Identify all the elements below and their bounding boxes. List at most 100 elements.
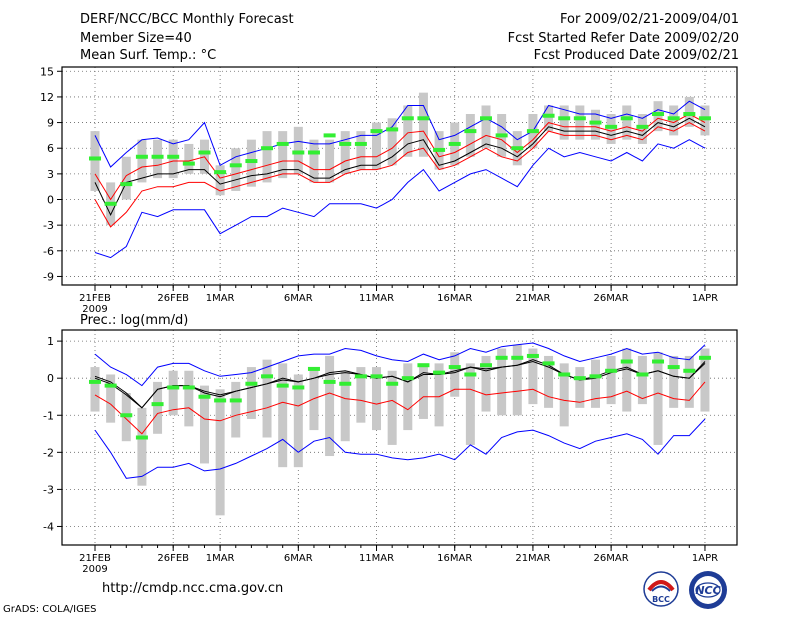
prec-spread-box <box>450 352 460 397</box>
prec-spread-box <box>184 370 194 427</box>
prec-spread-box <box>372 367 382 431</box>
prec-spread-box <box>106 374 116 423</box>
prec-spread-box <box>528 348 538 405</box>
prec-mean-marker <box>636 372 649 377</box>
prec-ytick-label: 0 <box>47 372 54 385</box>
temp-spread-box <box>606 114 616 144</box>
temp-spread-box <box>215 165 225 196</box>
temp-mean-marker <box>323 133 336 138</box>
temp-mean-marker <box>417 116 430 121</box>
prec-mean-marker <box>683 368 696 373</box>
prec-spread-box <box>418 363 428 419</box>
prec-spread-box <box>544 355 554 408</box>
temp-xtick-label: 1APR <box>692 293 718 304</box>
temp-mean-marker <box>511 146 524 151</box>
temp-mean-marker <box>401 116 414 121</box>
temp-mean-marker <box>167 154 180 159</box>
temp-spread-box <box>137 139 147 183</box>
temp-mean-marker <box>683 112 696 117</box>
temp-xtick-label: 26FEB <box>157 293 189 304</box>
temp-mean-marker <box>589 120 602 125</box>
prec-mean-marker <box>198 394 211 399</box>
temp-mean-marker <box>151 154 164 159</box>
temp-spread-box <box>262 131 272 183</box>
prec-mean-marker <box>448 365 461 370</box>
temp-mean-marker <box>354 141 367 146</box>
prec-spread-box <box>481 355 491 412</box>
temp-line-upper <box>94 113 706 201</box>
temp-xtick-label: 6MAR <box>284 293 313 304</box>
temp-mean-marker <box>526 129 539 134</box>
temp-xtick-label: 11MAR <box>359 293 394 304</box>
prec-spread-box <box>231 381 241 438</box>
temp-spread-box <box>684 96 694 127</box>
prec-spread-box <box>168 370 178 416</box>
prec-spread-box <box>653 352 663 445</box>
temp-spread-box <box>153 139 163 179</box>
temp-ytick-label: 9 <box>47 117 54 130</box>
prec-mean-marker <box>652 359 665 364</box>
temp-spread-box <box>168 139 178 179</box>
prec-spread-box <box>90 367 100 412</box>
prec-spread-box <box>293 374 303 468</box>
temp-spread-box <box>387 118 397 166</box>
temp-line-lower <box>94 122 706 228</box>
prec-ytick-label: -2 <box>43 446 54 459</box>
prec-mean-marker <box>573 376 586 381</box>
temp-mean-marker <box>370 129 383 134</box>
prec-mean-marker <box>386 381 399 386</box>
temp-xtick-label: 21FEB <box>79 293 111 304</box>
forecast-period: For 2009/02/21-2009/04/01 <box>560 12 739 27</box>
bcc-logo-text: BCC <box>652 595 670 604</box>
temp-ytick-label: -9 <box>43 270 54 283</box>
temp-mean-marker <box>667 116 680 121</box>
prec-line-max <box>94 342 706 387</box>
temp-spread-box <box>465 114 475 157</box>
prec-mean-marker <box>605 368 618 373</box>
prec-spread-box <box>356 367 366 423</box>
prec-xtick-label: 1MAR <box>206 553 235 564</box>
prec-spread-box <box>512 344 522 416</box>
prec-xtick-year: 2009 <box>82 564 107 575</box>
variable-label: Mean Surf. Temp.: °C <box>80 48 217 63</box>
temp-spread-box <box>669 105 679 136</box>
prec-ytick-label: -1 <box>43 409 54 422</box>
prec-spread-box <box>497 348 507 416</box>
grads-credit: GrADS: COLA/IGES <box>3 604 97 615</box>
temp-mean-marker <box>292 150 305 155</box>
temp-ytick-label: 15 <box>40 65 54 78</box>
prec-mean-marker <box>558 372 571 377</box>
temp-ytick-label: 12 <box>40 91 54 104</box>
prec-mean-marker <box>417 363 430 368</box>
prec-xtick-label: 16MAR <box>437 553 472 564</box>
prec-spread-box <box>246 367 256 419</box>
prec-mean-marker <box>104 383 117 388</box>
temp-spread-box <box>325 139 335 183</box>
prec-ytick-label: 1 <box>47 335 54 348</box>
prec-ytick-label: -3 <box>43 483 54 496</box>
source-url[interactable]: http://cmdp.ncc.cma.gov.cn <box>102 581 284 596</box>
prec-spread-box <box>137 407 147 486</box>
prec-spread-box <box>153 381 163 434</box>
temp-spread-box <box>340 131 350 174</box>
prec-mean-marker <box>214 398 227 403</box>
prec-panel-title: Prec.: log(mm/d) <box>80 313 188 328</box>
temp-mean-marker <box>245 159 258 164</box>
temp-mean-marker <box>698 116 711 121</box>
prec-mean-marker <box>323 379 336 384</box>
member-size-label: Member Size=40 <box>80 31 192 46</box>
temp-spread-box <box>246 139 256 187</box>
temp-xtick-year: 2009 <box>82 304 107 315</box>
prec-xtick-label: 26FEB <box>157 553 189 564</box>
prec-spread-box <box>434 363 444 427</box>
temp-mean-marker <box>276 141 289 146</box>
temp-spread-box <box>356 131 366 170</box>
temp-mean-marker <box>89 156 101 161</box>
prec-mean-marker <box>276 383 289 388</box>
prec-mean-marker <box>120 413 133 418</box>
temp-spread-box <box>403 105 413 157</box>
temp-mean-marker <box>182 161 195 166</box>
prec-spread-box <box>262 359 272 438</box>
prec-xtick-label: 21FEB <box>79 553 111 564</box>
prec-spread-box <box>559 363 569 427</box>
